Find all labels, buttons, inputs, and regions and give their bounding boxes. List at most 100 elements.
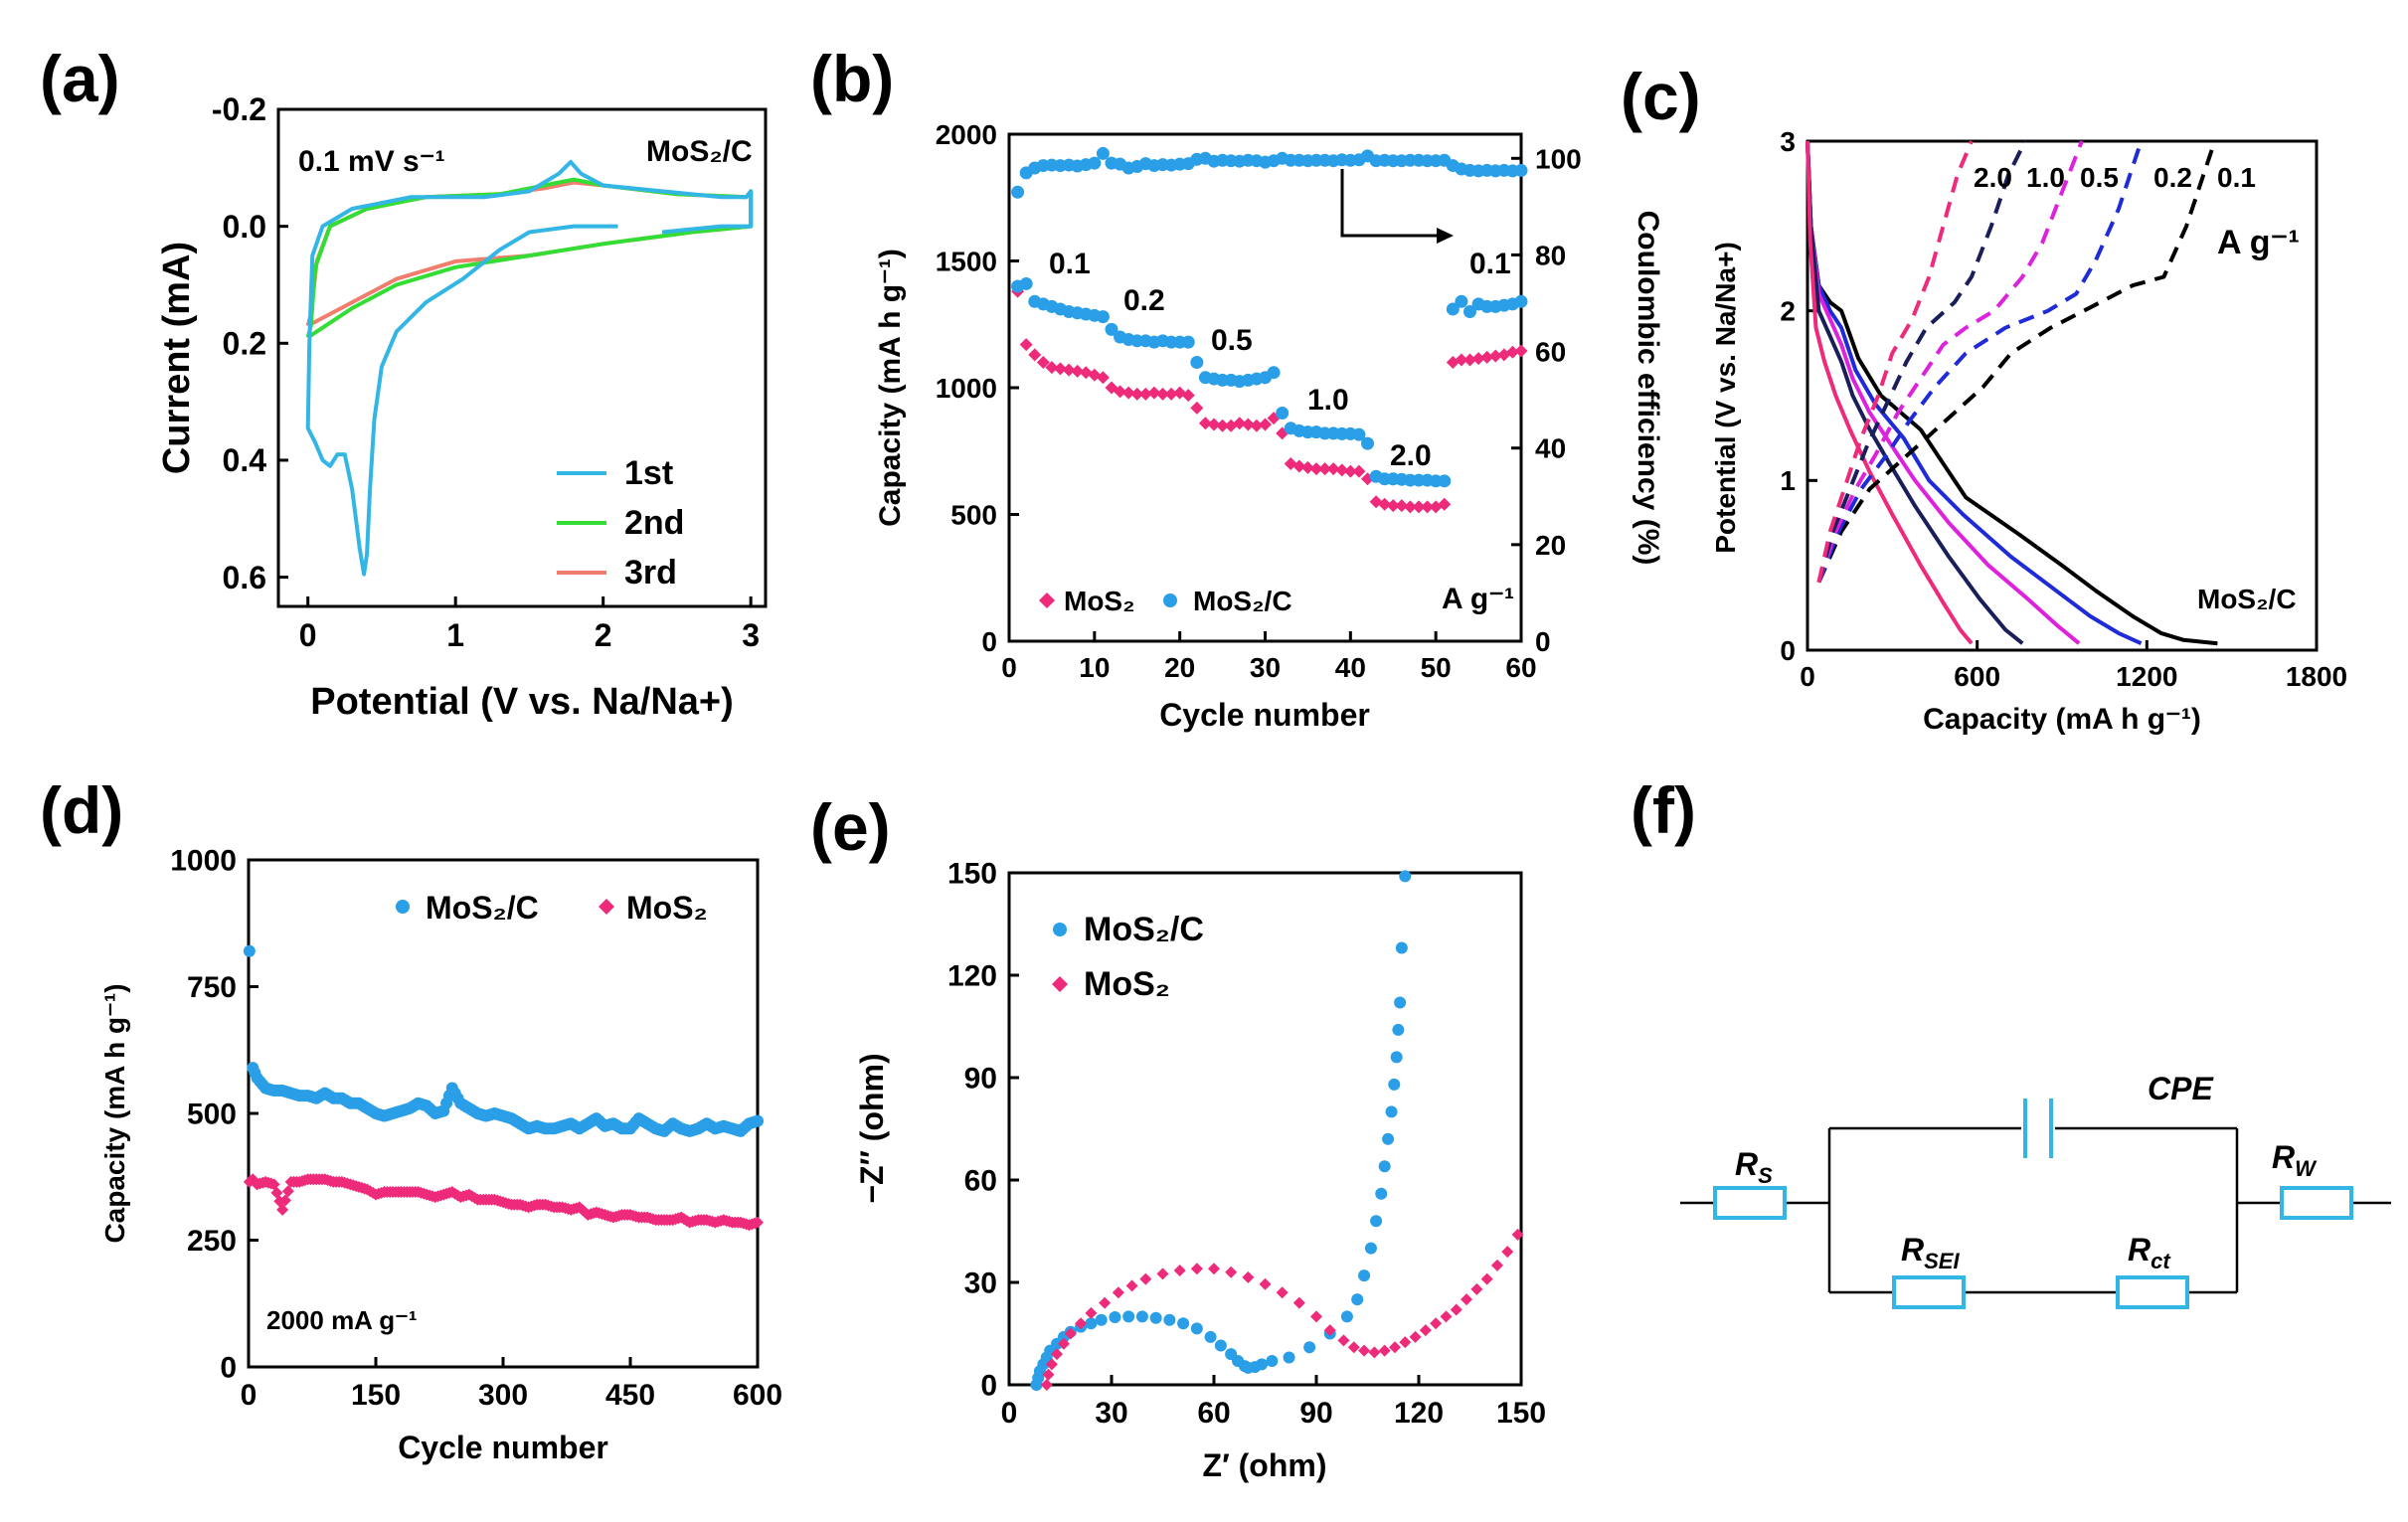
- series-d: [243, 944, 764, 1232]
- series-e: [1030, 870, 1524, 1391]
- axes-c: 0 600 1200 1800 0 1 2 3: [1780, 126, 2347, 692]
- point-MoS₂: [1138, 387, 1152, 401]
- legend-label-mos2-e: MoS₂: [1084, 965, 1170, 1003]
- point-MoS₂/C: [1096, 310, 1110, 324]
- axis-arrow-b: [1340, 169, 1437, 238]
- series-c: [1806, 140, 2218, 646]
- x-tick-label-a: 1: [446, 617, 464, 653]
- rate-labels-c: 2.0 1.0 0.5 0.2 0.1: [1974, 162, 2256, 193]
- panel-d: (d) 0 150 300 450 600 0 250 500 750 1000 MoS₂/C M…: [40, 773, 782, 1465]
- point-MoS₂: [1318, 462, 1332, 476]
- rate-label-c-0.2: 0.2: [2153, 162, 2192, 193]
- point-MoS₂: [1259, 1277, 1272, 1290]
- point-MoS₂: [1190, 401, 1204, 415]
- y-tick-label-b: 1000: [936, 373, 997, 404]
- point-MoS₂/C: [1214, 1339, 1227, 1352]
- point-MoS₂: [1419, 1324, 1432, 1337]
- legend-marker-mos2c-b: [1163, 593, 1177, 607]
- panel-c: (c) 0 600 1200 1800 0 1 2 3 2.0 1.0 0.5 0.2 0.1…: [1621, 60, 2347, 736]
- point-MoS₂/C: [1177, 1317, 1190, 1330]
- point-MoS₂/C: [1105, 322, 1118, 336]
- label-rct-main: R: [2128, 1232, 2150, 1268]
- point-MoS₂: [1125, 1279, 1138, 1292]
- label-cpe: CPE: [2148, 1071, 2214, 1106]
- point-MoS₂: [1062, 363, 1076, 377]
- x-tick-label-b: 20: [1164, 652, 1195, 683]
- label-rct-sub: ct: [2150, 1249, 2171, 1273]
- label-rsei: RSEI: [1901, 1232, 1960, 1273]
- y-tick-label-e: 60: [964, 1165, 997, 1198]
- rate-label-c-0.5: 0.5: [2080, 162, 2119, 193]
- y-right-tick-label-b: 20: [1535, 530, 1566, 561]
- annotation-scan-rate: 0.1 mV s⁻¹: [298, 145, 445, 178]
- point-MoS₂: [1300, 460, 1314, 474]
- rate-label-b-0.1-return: 0.1: [1469, 248, 1511, 280]
- gcd-curve-2.0 discharge: [1806, 140, 1974, 645]
- point-MoS₂: [1386, 499, 1400, 513]
- y-tick-label-d: 0: [220, 1352, 237, 1385]
- point-MoS₂: [1208, 1263, 1220, 1275]
- legend-a: 1st 2nd 3rd: [557, 454, 684, 592]
- rate-label-b-1.0: 1.0: [1307, 384, 1349, 417]
- legend-marker-mos2-b: [1039, 592, 1055, 608]
- point-MoS₂: [1399, 1336, 1412, 1349]
- axes-a: 0 1 2 3 -0.2 0.0 0.2 0.4 0.6: [212, 91, 760, 653]
- label-rs-main: R: [1735, 1146, 1758, 1182]
- panel-f: (f) RS CPE RW RSEI Rct: [1631, 773, 2391, 1309]
- point-MoS₂: [1242, 1270, 1255, 1283]
- point-MoS₂: [1085, 1306, 1098, 1319]
- legend-marker-mos2c-d: [396, 900, 410, 914]
- x-tick-label-b: 0: [1001, 652, 1017, 683]
- point-MoS₂: [1378, 497, 1392, 511]
- point-MoS₂/C: [1351, 1293, 1364, 1306]
- label-rw-main: R: [2272, 1139, 2295, 1175]
- x-tick-label-e: 0: [1001, 1397, 1018, 1430]
- point-MoS₂/C: [1340, 1310, 1353, 1323]
- point-MoS₂: [1378, 1344, 1391, 1357]
- cv-curve-1st: [305, 159, 754, 577]
- y-tick-label-a: 0.4: [223, 442, 267, 478]
- point-MoS₂/C: [1392, 1023, 1405, 1036]
- point-MoS₂: [1292, 1296, 1305, 1309]
- point-MoS₂: [1164, 387, 1178, 401]
- point-MoS₂: [1352, 464, 1366, 478]
- resistor-rs: [1713, 1186, 1787, 1220]
- panel-label-b: (b): [810, 42, 894, 115]
- point-MoS₂: [1071, 364, 1085, 378]
- point-MoS₂: [1045, 1358, 1058, 1371]
- point-MoS₂: [1099, 1296, 1112, 1309]
- point-MoS₂/C: [1122, 1310, 1135, 1323]
- y-tick-label-c: 1: [1780, 465, 1796, 496]
- gcd-curve-0.2 charge: [1816, 140, 2144, 584]
- panel-e: (e) 0 30 60 90 120 150 0 30 60 90 120 150 MoS₂/C Mo…: [810, 790, 1546, 1483]
- point-MoS₂: [278, 1194, 291, 1207]
- panel-a: (a) 0 1 2 3 -0.2 0.0 0.2 0.4 0.6 0.1 mV s⁻¹ MoS₂…: [40, 42, 768, 723]
- y-tick-label-c: 2: [1780, 295, 1796, 326]
- panel-label-e: (e): [810, 790, 891, 864]
- point-MoS₂: [1233, 417, 1247, 430]
- point-MoS₂: [1042, 1368, 1055, 1381]
- y-tick-label-e: 30: [964, 1268, 997, 1300]
- point-MoS₂/C: [1370, 1215, 1383, 1228]
- y-tick-label-e: 90: [964, 1063, 997, 1096]
- point-MoS₂: [1064, 1327, 1077, 1340]
- x-tick-label-e: 90: [1299, 1397, 1332, 1430]
- point-MoS₂: [1054, 362, 1067, 376]
- point-MoS₂: [1156, 1268, 1169, 1280]
- unit-label-c: A g⁻¹: [2217, 224, 2300, 261]
- y-right-tick-label-b: 100: [1535, 143, 1582, 174]
- rate-label-c-0.1: 0.1: [2217, 162, 2256, 193]
- point-MoS₂/C: [1019, 276, 1033, 290]
- y-tick-label-a: -0.2: [212, 91, 266, 127]
- y-tick-label-c: 3: [1780, 126, 1796, 157]
- y-tick-label-d: 1000: [170, 845, 237, 878]
- rate-label-b-2.0: 2.0: [1390, 439, 1432, 472]
- x-tick-label-c: 0: [1800, 661, 1815, 692]
- point-MoS₂: [1501, 1246, 1514, 1259]
- legend-e: MoS₂/C MoS₂: [1052, 911, 1204, 1003]
- y-axis-label-c: Potential (V vs. Na/Na+): [1710, 242, 1741, 554]
- point-MoS₂: [1121, 386, 1135, 400]
- label-rs: RS: [1735, 1146, 1773, 1188]
- x-tick-label-d: 300: [478, 1379, 528, 1412]
- y-axis-label-a: Current (mA): [156, 242, 198, 474]
